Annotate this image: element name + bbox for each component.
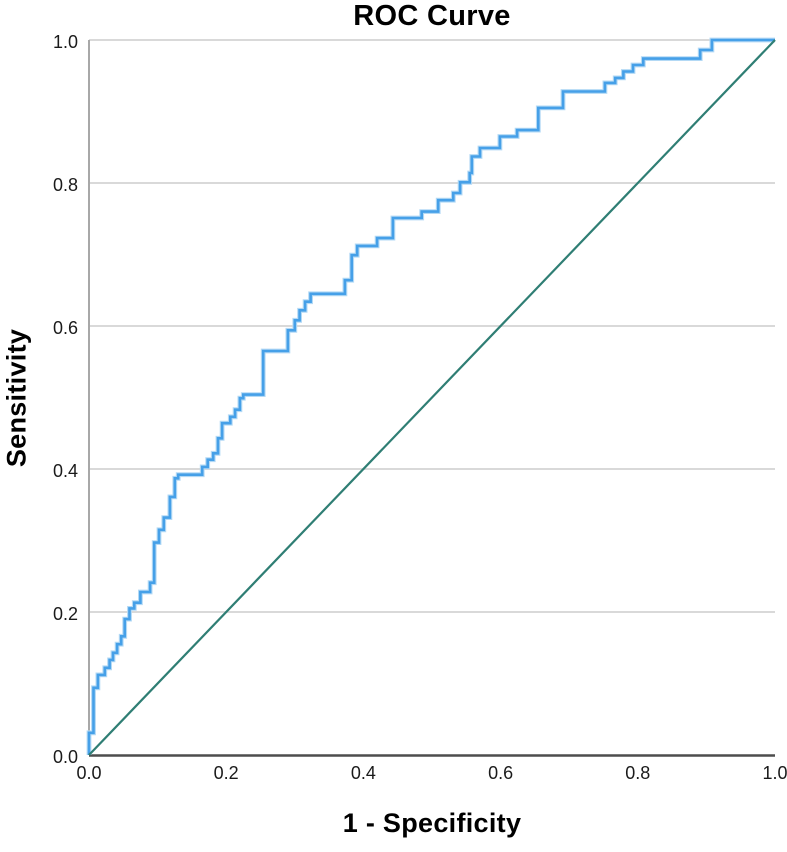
y-tick-label-0.8: 0.8 [52, 175, 78, 195]
y-axis-title: Sensitivity [1, 328, 32, 468]
y-tick-label-0.6: 0.6 [52, 318, 78, 338]
x-tick-label-0.8: 0.8 [625, 763, 651, 783]
y-tick-label-0.2: 0.2 [52, 604, 78, 624]
x-tick-label-1.0: 1.0 [762, 763, 787, 783]
x-tick-label-0.6: 0.6 [488, 763, 514, 783]
y-tick-label-1.0: 1.0 [52, 32, 78, 52]
y-tick-label-0.0: 0.0 [52, 747, 78, 767]
chart-title: ROC Curve [353, 0, 511, 32]
x-axis-title: 1 - Specificity [342, 808, 522, 838]
x-tick-label-0.2: 0.2 [213, 763, 239, 783]
y-tick-label-0.4: 0.4 [52, 461, 78, 481]
reference-line [88, 39, 776, 756]
roc-curve-line [87, 38, 775, 755]
x-tick-label-0.4: 0.4 [350, 763, 376, 783]
x-tick-label-0.0: 0.0 [76, 763, 102, 783]
